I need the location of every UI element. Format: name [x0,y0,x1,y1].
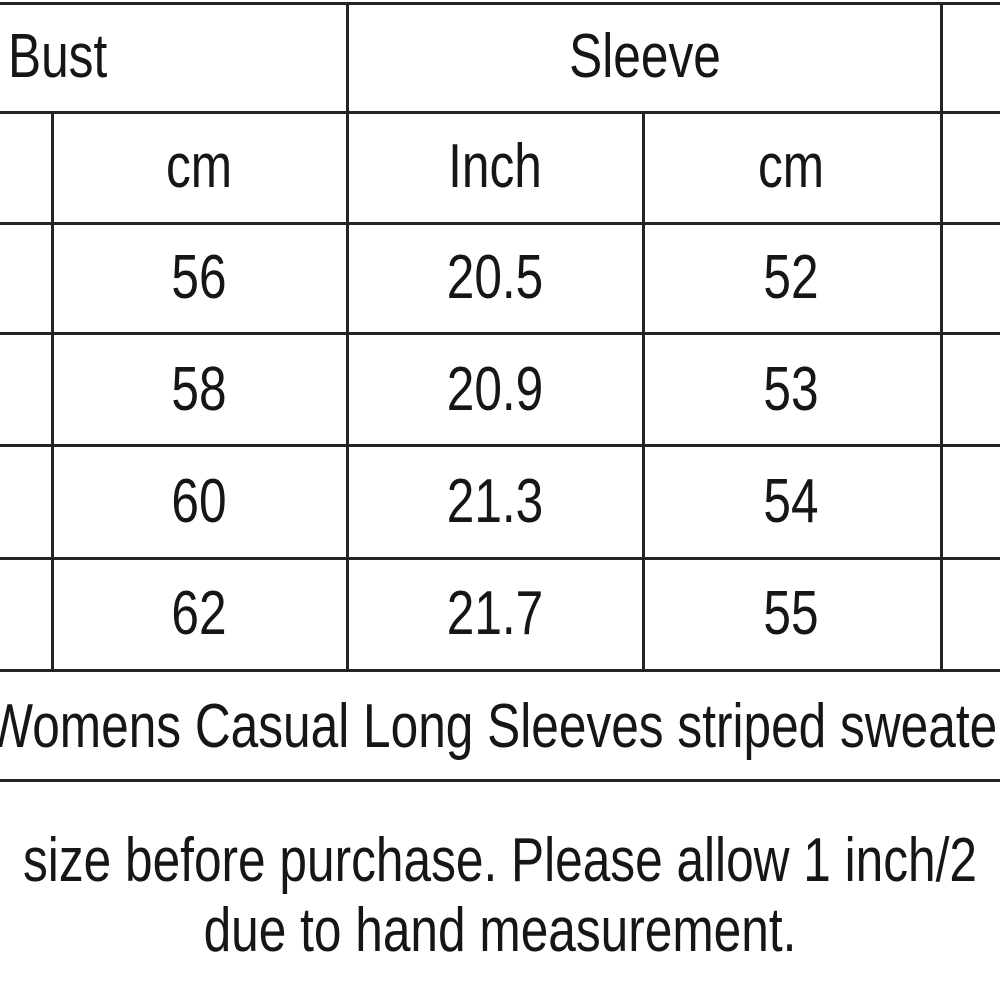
sleeve-inch-unit-header: Inch [448,132,542,201]
cell-sleeve-inch: 21.7 [446,579,544,648]
table-grid-line [940,2,943,672]
table-grid-line [0,111,1000,114]
table-grid-line [0,332,1000,335]
measurement-note-line1: size before purchase. Please allow 1 inc… [23,826,977,895]
table-grid-line [0,222,1000,225]
cell-sleeve-cm: 53 [763,355,819,424]
cell-sleeve-inch: 20.9 [446,355,544,424]
table-grid-line [346,2,349,672]
title-row-bottom-border [0,779,1000,782]
table-bottom-border [0,669,1000,672]
cell-sleeve-cm: 52 [763,243,819,312]
cell-sleeve-cm: 54 [763,467,819,536]
table-grid-line [642,111,645,672]
table-top-border [0,2,1000,5]
table-grid-line [0,557,1000,560]
table-grid-line [51,111,54,672]
cell-sleeve-cm: 55 [763,579,819,648]
measurement-note-line2: due to hand measurement. [203,896,797,965]
bust-group-header: Bust [8,22,108,91]
cell-bust-cm: 56 [171,243,227,312]
cell-sleeve-inch: 20.5 [446,243,544,312]
cell-bust-cm: 58 [171,355,227,424]
sleeve-cm-unit-header: cm [757,132,825,201]
product-title: Womens Casual Long Sleeves striped sweat… [0,692,1000,761]
table-grid-line [0,444,1000,447]
cell-bust-cm: 60 [171,467,227,536]
cell-bust-cm: 62 [171,579,227,648]
bust-cm-unit-header: cm [165,132,233,201]
sleeve-group-header: Sleeve [569,22,721,91]
cell-sleeve-inch: 21.3 [446,467,544,536]
